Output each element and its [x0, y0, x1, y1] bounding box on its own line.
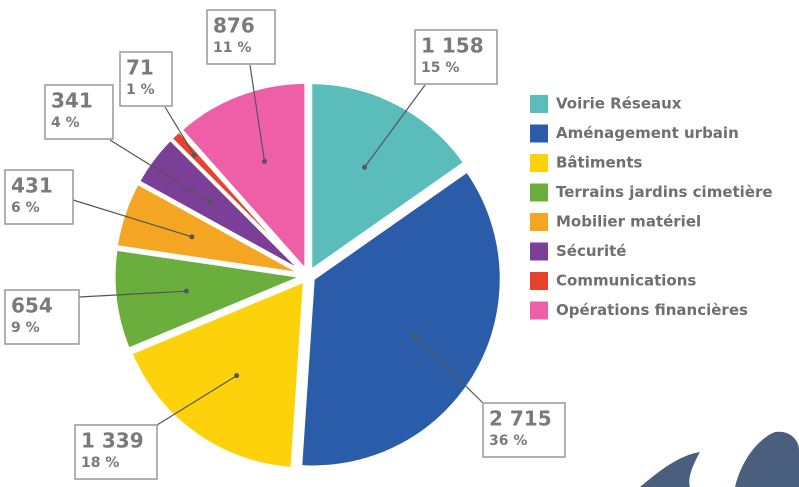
leader-dot	[184, 289, 189, 294]
value-label: 654	[11, 294, 53, 318]
leader-dot	[192, 153, 197, 158]
legend-label: Communications	[556, 272, 696, 290]
value-label: 1 158	[421, 34, 484, 58]
legend-label: Voirie Réseaux	[556, 95, 682, 113]
legend-label: Terrains jardins cimetière	[556, 183, 773, 201]
legend-swatch	[530, 184, 548, 202]
legend-swatch	[530, 125, 548, 143]
legend-swatch	[530, 272, 548, 290]
value-label: 1 339	[81, 429, 144, 453]
value-label: 431	[11, 174, 53, 198]
leader-dot	[234, 373, 239, 378]
percent-label: 1 %	[126, 82, 155, 98]
percent-label: 18 %	[81, 455, 119, 471]
legend-swatch	[530, 302, 548, 320]
value-label: 341	[51, 89, 93, 113]
legend-swatch	[530, 154, 548, 172]
percent-label: 4 %	[51, 115, 80, 131]
legend-label: Mobilier matériel	[556, 213, 701, 231]
legend-label: Bâtiments	[556, 154, 643, 172]
leader-dot	[208, 200, 213, 205]
value-label: 876	[213, 14, 255, 38]
leader-dot	[189, 234, 194, 239]
legend-swatch	[530, 213, 548, 231]
legend-swatch	[530, 243, 548, 261]
legend-label: Sécurité	[556, 242, 626, 260]
percent-label: 15 %	[421, 60, 459, 76]
percent-label: 36 %	[489, 433, 527, 449]
percent-label: 11 %	[213, 40, 251, 56]
leader-dot	[412, 334, 417, 339]
legend-label: Opérations financières	[556, 301, 748, 319]
legend-label: Aménagement urbain	[556, 124, 739, 142]
value-label: 71	[126, 56, 154, 80]
leader-dot	[362, 165, 367, 170]
percent-label: 6 %	[11, 200, 40, 216]
value-label: 2 715	[489, 407, 552, 431]
decoration	[735, 432, 799, 487]
decoration	[640, 452, 700, 487]
chart: 1 158 15 % 2 715 36 % 1 339 18 % 654 9 % 431 6 % 3…	[0, 0, 799, 487]
percent-label: 9 %	[11, 320, 40, 336]
leader-dot	[262, 159, 267, 164]
legend-swatch	[530, 95, 548, 113]
